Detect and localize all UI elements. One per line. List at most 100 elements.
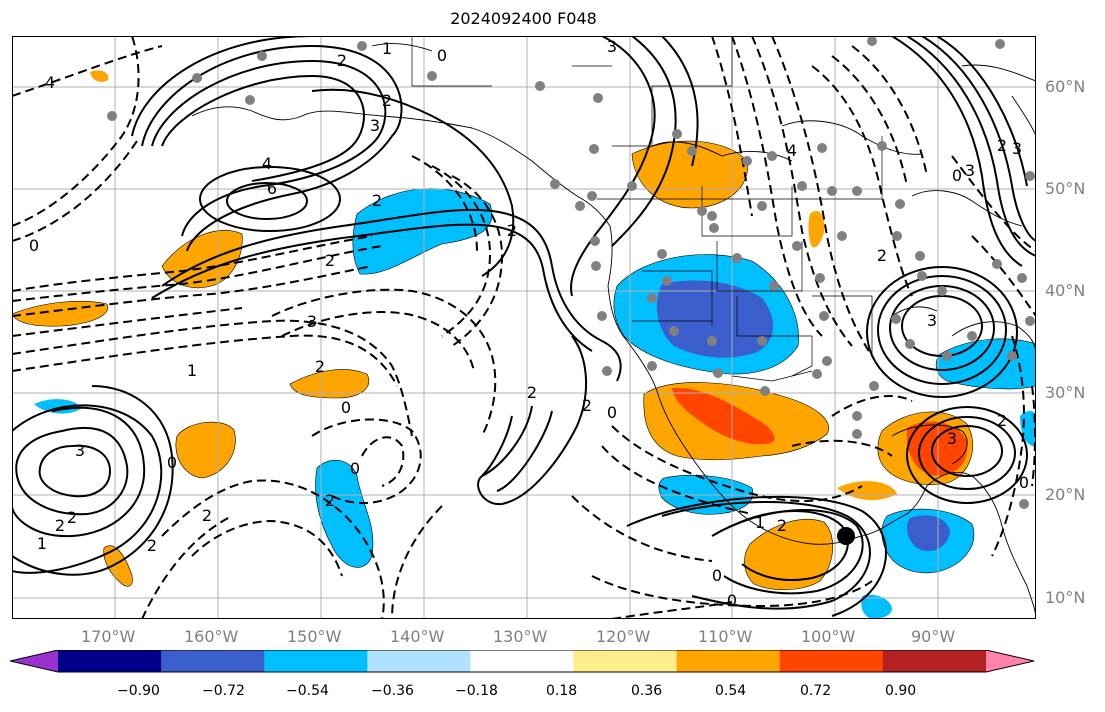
colorbar-tick-label: −0.90 (117, 683, 160, 699)
contour-label: 2 (997, 136, 1007, 155)
colorbar-tick-label: −0.18 (455, 683, 498, 699)
contour-label: 0 (29, 236, 39, 255)
latitude-label: 60°N (1045, 77, 1086, 96)
contour-label: 2 (67, 508, 77, 527)
orange-region (744, 518, 834, 590)
longitude-label: 120°W (596, 627, 651, 646)
red-region (672, 387, 775, 445)
contour-label: 2 (315, 357, 325, 376)
contour-label: 2 (325, 491, 335, 510)
contour-label: 0 (727, 591, 737, 610)
colorbar (10, 650, 1035, 673)
contour-label: 0 (952, 166, 962, 185)
colorbar-outline (10, 650, 1035, 673)
contour-label: 2 (202, 506, 212, 525)
solid-contours (12, 36, 1036, 617)
borders (411, 36, 883, 382)
station-markers (107, 36, 1035, 509)
contour-label: 0 (437, 46, 447, 65)
contour-label: 0 (350, 459, 360, 478)
latitude-label: 40°N (1045, 281, 1086, 300)
colorbar-tick-label: 0.72 (800, 683, 832, 699)
contour-label: 3 (370, 116, 380, 135)
contour-label: 3 (965, 161, 975, 180)
longitude-label: 110°W (698, 627, 753, 646)
colorbar-cell (367, 650, 471, 672)
darkblue-region (906, 515, 950, 552)
contour-label: 0 (607, 403, 617, 422)
latitude-label: 50°N (1045, 179, 1086, 198)
orange-region (90, 70, 109, 82)
contour-label: 2 (337, 51, 347, 70)
latitude-label: 20°N (1045, 485, 1086, 504)
contour-label: 3 (75, 441, 85, 460)
colorbar-cell (161, 650, 265, 672)
contour-label: 0 (167, 453, 177, 472)
contour-label: 2 (777, 516, 787, 535)
contour-label: 2 (325, 251, 335, 270)
colorbar-cell (58, 650, 162, 672)
contour-label: 4 (787, 141, 797, 160)
contour-label: 2 (55, 516, 65, 535)
longitude-label: 140°W (390, 627, 445, 646)
contour-label: 2 (147, 536, 157, 555)
contour-label: 2 (507, 221, 517, 240)
contour-label: 1 (755, 513, 765, 532)
contour-label: 1 (187, 361, 197, 380)
contour-label: 3 (947, 429, 957, 448)
contour-label: 2 (382, 91, 392, 110)
colorbar-tick-label: −0.72 (202, 683, 245, 699)
blue-region (34, 399, 82, 414)
longitude-label: 150°W (287, 627, 342, 646)
longitude-label: 170°W (81, 627, 136, 646)
colorbar-tick-label: −0.54 (286, 683, 329, 699)
contour-label: 2 (372, 191, 382, 210)
colorbar-tick-label: −0.36 (371, 683, 414, 699)
latitude-label: 10°N (1045, 588, 1086, 607)
darkblue-region (656, 280, 774, 358)
contour-labels: 4 6 4 3 2 2 1 0 3 2 0 2 2 3 1 2 2 0 3 2 … (29, 37, 1029, 610)
weather-map: 4 6 4 3 2 2 1 0 3 2 0 2 2 3 1 2 2 0 3 2 … (12, 36, 1036, 619)
blue-region (861, 594, 892, 619)
contour-label: 2 (527, 383, 537, 402)
orange-region (175, 421, 236, 479)
orange-region (289, 369, 369, 399)
contour-label: 3 (607, 37, 617, 56)
colorbar-tick-label: 0.36 (631, 683, 663, 699)
colorbar-cell (779, 650, 884, 672)
colorbar-tick-label: 0.90 (885, 683, 917, 699)
colorbar-cell (573, 650, 678, 672)
colorbar-extend-max (986, 650, 1034, 672)
longitude-label: 90°W (911, 627, 956, 646)
contour-label: 6 (267, 179, 277, 198)
contour-label: 2 (877, 246, 887, 265)
contour-label: 0 (1019, 473, 1029, 492)
longitude-label: 100°W (801, 627, 856, 646)
colorbar-cell (264, 650, 368, 672)
latitude-label: 30°N (1045, 383, 1086, 402)
colorbar-cells (10, 650, 1034, 672)
colorbar-cell (676, 650, 781, 672)
contour-label: 3 (1012, 139, 1022, 158)
contour-label: 1 (37, 534, 47, 553)
contour-label: 3 (927, 311, 937, 330)
colorbar-tick-label: 0.54 (715, 683, 747, 699)
map-frame (12, 36, 1036, 619)
contour-label: 0 (341, 398, 351, 417)
colorbar-cell (882, 650, 987, 672)
longitude-label: 130°W (493, 627, 548, 646)
location-marker (837, 527, 855, 545)
colorbar-tick-label: 0.18 (546, 683, 578, 699)
map-title: 2024092400 F048 (450, 9, 597, 28)
dashed-contours (12, 36, 1036, 619)
contour-label: 2 (582, 396, 592, 415)
colorbar-cell (470, 650, 575, 672)
contour-label: 2 (997, 411, 1007, 430)
red-region (906, 421, 968, 476)
longitude-label: 160°W (184, 627, 239, 646)
contour-label: 3 (307, 312, 317, 331)
orange-region (808, 210, 825, 248)
colorbar-extend-min (10, 650, 58, 672)
contour-label: 4 (262, 154, 272, 173)
shading-layer (12, 70, 1036, 619)
